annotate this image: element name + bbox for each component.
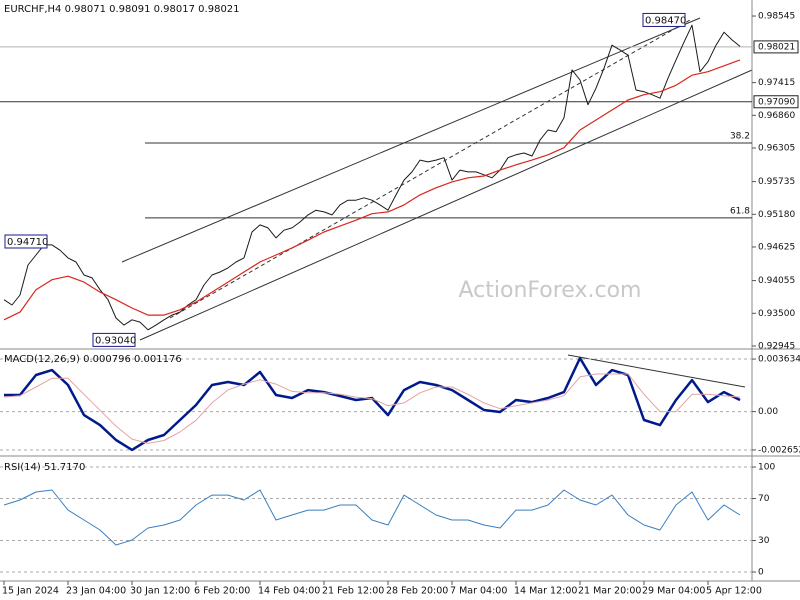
series-line (3, 59, 741, 321)
annotation-box (642, 12, 686, 27)
y-tick-label: 0.00 (758, 407, 778, 417)
price-label-box (753, 95, 799, 109)
series-line (3, 489, 741, 546)
series-line (3, 373, 741, 444)
y-tick-label: -0.002652 (758, 445, 800, 455)
y-tick-label: 70 (758, 494, 770, 504)
x-tick-label: 21 Feb 12:00 (322, 586, 384, 597)
fib-label: 38.2 (730, 132, 750, 142)
x-tick-label: 14 Feb 04:00 (258, 586, 320, 597)
y-tick-label: 0.94625 (758, 243, 795, 253)
price-label: 0.98021 (758, 42, 795, 52)
price-label-box (753, 40, 799, 54)
y-tick-label: 0.95180 (758, 210, 795, 220)
annotation-label: 0.94710 (7, 237, 48, 248)
x-tick-label: 29 Mar 04:00 (642, 586, 705, 597)
y-tick-label: 0.92945 (758, 341, 795, 351)
panel-title: MACD(12,26,9) 0.000796 0.001176 (4, 354, 182, 365)
price-label: 0.97090 (758, 97, 795, 107)
y-tick-label: 0.96860 (758, 111, 795, 121)
x-tick-label: 7 Mar 04:00 (450, 586, 507, 597)
x-tick-label: 6 Feb 20:00 (194, 586, 250, 597)
y-tick-label: 0.96305 (758, 144, 795, 154)
annotation-label: 0.93040 (95, 335, 136, 346)
x-tick-label: 14 Mar 12:00 (514, 586, 577, 597)
y-tick-label: 0.98545 (758, 12, 795, 22)
x-tick-label: 15 Jan 2024 (2, 586, 59, 597)
series-line (3, 24, 741, 331)
y-tick-label: 0.003634 (758, 355, 800, 365)
x-tick-label: 21 Mar 20:00 (578, 586, 641, 597)
panel-title: RSI(14) 51.7170 (4, 462, 85, 473)
watermark: ActionForex.com (459, 278, 642, 303)
series-line (4, 356, 741, 452)
y-tick-label: 100 (758, 463, 775, 473)
annotation-box (92, 332, 136, 347)
panel-title: EURCHF,H4 0.98071 0.98091 0.98017 0.9802… (4, 4, 240, 15)
y-tick-label: 0.95735 (758, 177, 795, 187)
x-tick-label: 23 Jan 04:00 (66, 586, 126, 597)
x-tick-label: 5 Apr 12:00 (706, 586, 762, 597)
annotation-box (4, 234, 48, 249)
y-tick-label: 0.97415 (758, 78, 795, 88)
y-tick-label: 0.94055 (758, 276, 795, 286)
fib-label: 61.8 (730, 206, 750, 216)
channel-lower (139, 69, 753, 341)
channel-upper (121, 17, 701, 263)
y-tick-label: 0.93500 (758, 309, 795, 319)
y-tick-label: 0 (758, 568, 764, 578)
x-tick-label: 28 Feb 20:00 (386, 586, 448, 597)
y-tick-label: 30 (758, 536, 770, 546)
divergence-line (567, 354, 746, 388)
annotation-label: 0.98470 (645, 15, 686, 26)
x-tick-label: 30 Jan 12:00 (130, 586, 190, 597)
